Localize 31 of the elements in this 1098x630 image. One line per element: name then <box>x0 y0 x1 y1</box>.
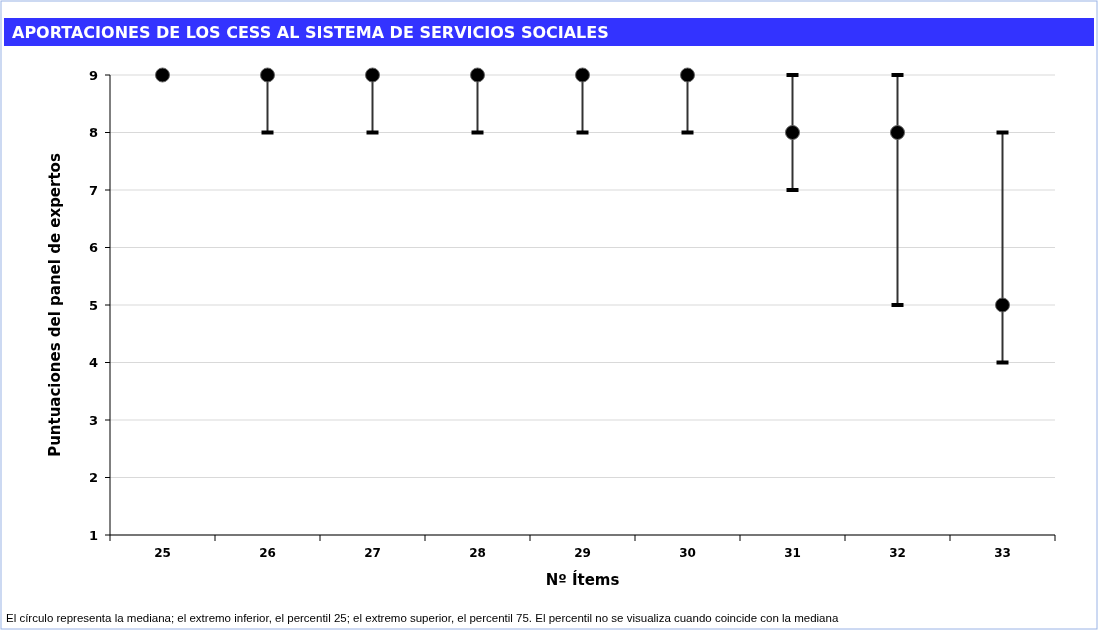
y-tick-label: 4 <box>88 355 98 371</box>
y-tick-label: 5 <box>88 297 98 313</box>
x-tick-label: 25 <box>154 546 171 560</box>
x-tick-label: 29 <box>574 546 591 560</box>
y-tick-label: 9 <box>88 67 98 83</box>
point <box>470 67 485 83</box>
point <box>680 67 695 83</box>
point <box>575 67 590 83</box>
y-axis-title: Puntuaciones del panel de expertos <box>46 153 64 457</box>
y-tick-label: 6 <box>88 240 98 256</box>
point <box>365 67 380 83</box>
chart-title: APORTACIONES DE LOS CESS AL SISTEMA DE SERVICIOS SOCIALES <box>12 23 609 42</box>
y-tick-label: 1 <box>88 527 98 543</box>
x-tick-label: 26 <box>259 546 276 560</box>
point <box>155 67 170 83</box>
x-tick-label: 33 <box>994 546 1011 560</box>
y-tick-label: 8 <box>88 125 98 141</box>
x-tick-label: 31 <box>784 546 801 560</box>
x-tick-label: 28 <box>469 546 486 560</box>
point <box>995 297 1010 313</box>
x-tick-label: 32 <box>889 546 906 560</box>
x-tick-label: 27 <box>364 546 381 560</box>
x-tick-label: 30 <box>679 546 696 560</box>
point <box>785 125 800 140</box>
y-tick-label: 3 <box>88 412 98 428</box>
point <box>890 125 905 140</box>
point <box>260 67 275 83</box>
y-tick-label: 2 <box>88 470 98 486</box>
x-axis-title: Nº Ítems <box>545 570 620 589</box>
y-tick-label: 7 <box>88 182 98 198</box>
text: El círculo representa la mediana; el extremo inferior, el percentil 25; el extremo superior, el percentil 75. El percentil no se visualiza cuando coincide con la mediana <box>6 612 839 624</box>
